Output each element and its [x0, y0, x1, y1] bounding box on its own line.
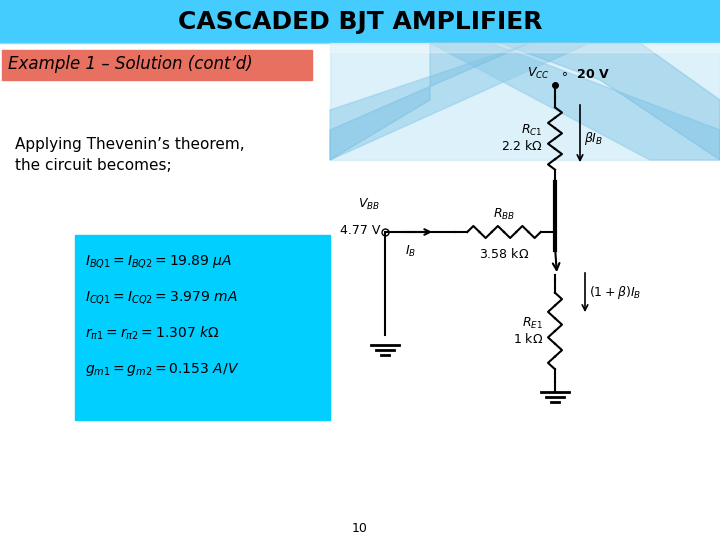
- Text: 4.77 V: 4.77 V: [340, 224, 380, 237]
- Text: $(1+\beta)I_B$: $(1+\beta)I_B$: [589, 284, 642, 301]
- Text: 10: 10: [352, 522, 368, 535]
- Text: $g_{m1} = g_{m2} = 0.153\ A/V$: $g_{m1} = g_{m2} = 0.153\ A/V$: [85, 361, 240, 379]
- Text: $\circ$  20 V: $\circ$ 20 V: [560, 68, 610, 81]
- Text: the circuit becomes;: the circuit becomes;: [15, 158, 171, 172]
- Bar: [2, 50, 312, 80]
- Text: $V_{BB}$: $V_{BB}$: [358, 197, 380, 212]
- Text: Applying Thevenin’s theorem,: Applying Thevenin’s theorem,: [15, 138, 245, 152]
- Bar: [0, 43, 720, 52]
- Text: 1 k$\Omega$: 1 k$\Omega$: [513, 332, 543, 346]
- Text: 2.2 k$\Omega$: 2.2 k$\Omega$: [501, 139, 543, 153]
- Text: $I_B$: $I_B$: [405, 244, 416, 259]
- Polygon shape: [500, 43, 720, 160]
- Text: $\beta I_B$: $\beta I_B$: [584, 130, 603, 147]
- Text: $r_{\pi 1} = r_{\pi 2} = 1.307\ k\Omega$: $r_{\pi 1} = r_{\pi 2} = 1.307\ k\Omega$: [85, 325, 220, 342]
- Text: Example 1 – Solution (cont’d): Example 1 – Solution (cont’d): [8, 55, 253, 73]
- Polygon shape: [330, 43, 530, 160]
- Bar: [0, 0, 720, 43]
- Polygon shape: [430, 43, 720, 160]
- Polygon shape: [330, 43, 590, 160]
- Text: CASCADED BJT AMPLIFIER: CASCADED BJT AMPLIFIER: [178, 10, 542, 34]
- Text: $R_{E1}$: $R_{E1}$: [522, 315, 543, 330]
- Text: $I_{CQ1} = I_{CQ2} = 3.979\ mA$: $I_{CQ1} = I_{CQ2} = 3.979\ mA$: [85, 288, 238, 306]
- Text: 3.58 k$\Omega$: 3.58 k$\Omega$: [479, 247, 529, 261]
- Text: $V_{CC}$: $V_{CC}$: [527, 66, 550, 81]
- Text: $I_{BQ1} = I_{BQ2} = 19.89\ \mu A$: $I_{BQ1} = I_{BQ2} = 19.89\ \mu A$: [85, 253, 233, 271]
- Text: $R_{C1}$: $R_{C1}$: [521, 123, 543, 138]
- Text: $R_{BB}$: $R_{BB}$: [493, 207, 515, 222]
- Polygon shape: [330, 43, 720, 160]
- Bar: [75, 235, 330, 420]
